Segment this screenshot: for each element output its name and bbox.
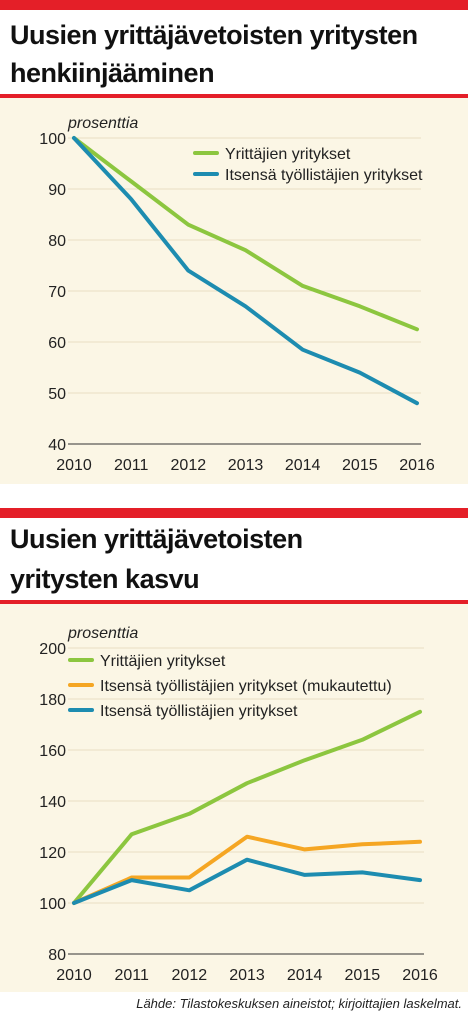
chart2-x-tick-label: 2010 bbox=[56, 967, 92, 984]
chart2-series-line-1 bbox=[72, 709, 422, 905]
chart1-title-rule bbox=[0, 94, 468, 98]
top-accent-bar-2 bbox=[0, 508, 468, 518]
chart2-x-tick-label: 2014 bbox=[287, 967, 323, 984]
chart1-y-tick-label: 80 bbox=[48, 233, 66, 250]
chart2-legend-label-2: Itsensä työllistäjien yritykset (mukaute… bbox=[100, 678, 392, 695]
chart2-title-line1: Uusien yrittäjävetoisten bbox=[10, 524, 303, 554]
chart1-x-tick-label: 2011 bbox=[114, 457, 149, 474]
chart2-y-tick-label: 140 bbox=[39, 794, 66, 811]
chart2-x-tick-label: 2012 bbox=[172, 967, 208, 984]
chart2-unit-label: prosenttia bbox=[67, 625, 138, 642]
chart2-x-tick-label: 2011 bbox=[114, 967, 149, 984]
chart1-header: Uusien yrittäjävetoisten yritysten henki… bbox=[0, 10, 468, 92]
chart1-y-tick-label: 50 bbox=[48, 386, 66, 403]
chart2-series-line-3 bbox=[72, 857, 422, 905]
chart1-title-line1: Uusien yrittäjävetoisten yritysten bbox=[10, 20, 418, 50]
chart2-y-tick-label: 80 bbox=[48, 947, 66, 964]
top-accent-bar-1 bbox=[0, 0, 468, 10]
chart2-header: Uusien yrittäjävetoisten yritysten kasvu bbox=[0, 518, 468, 600]
chart2-y-tick-label: 200 bbox=[39, 641, 66, 658]
chart2-x-tick-label: 2015 bbox=[345, 967, 381, 984]
chart2-series-line-2 bbox=[72, 834, 422, 905]
chart1-y-tick-label: 100 bbox=[39, 131, 66, 148]
chart1-x-tick-label: 2016 bbox=[399, 457, 435, 474]
chart2-y-tick-label: 100 bbox=[39, 896, 66, 913]
chart2-plot-area: 80 100 120 140 160 180 200 prosenttia 2010 2011 20… bbox=[0, 604, 468, 992]
chart1-y-tick-label: 90 bbox=[48, 182, 66, 199]
chart1-unit-label: prosenttia bbox=[67, 115, 138, 132]
chart1-y-tick-label: 60 bbox=[48, 335, 66, 352]
chart1-legend-label-2: Itsensä työllistäjien yritykset bbox=[225, 167, 423, 184]
chart1-series-line-1 bbox=[72, 136, 419, 332]
chart1-y-tick-label: 40 bbox=[48, 437, 66, 454]
chart1-x-tick-label: 2014 bbox=[285, 457, 321, 474]
chart1-x-tick-label: 2015 bbox=[342, 457, 378, 474]
source-note: Lähde: Tilastokeskuksen aineistot; kirjo… bbox=[136, 996, 462, 1011]
chart1-x-tick-label: 2013 bbox=[228, 457, 264, 474]
chart1-series-line-2 bbox=[72, 136, 419, 406]
chart2-y-tick-label: 120 bbox=[39, 845, 66, 862]
chart2-x-tick-label: 2016 bbox=[402, 967, 438, 984]
chart1-legend-label-1: Yrittäjien yritykset bbox=[225, 146, 351, 163]
chart2-legend-label-1: Yrittäjien yritykset bbox=[100, 653, 226, 670]
chart1-x-tick-label: 2012 bbox=[171, 457, 207, 474]
chart1-x-tick-label: 2010 bbox=[56, 457, 92, 474]
chart2-y-tick-label: 160 bbox=[39, 743, 66, 760]
chart2-y-tick-label: 180 bbox=[39, 692, 66, 709]
chart2-title-line2: yritysten kasvu bbox=[10, 564, 200, 594]
chart1-plot-area: 40 50 60 70 80 90 100 prosenttia 2010 2011 2012 201… bbox=[0, 98, 468, 484]
chart1-y-tick-label: 70 bbox=[48, 284, 66, 301]
chart2-legend-label-3: Itsensä työllistäjien yritykset bbox=[100, 703, 298, 720]
chart1-title-line2: henkiinjääminen bbox=[10, 58, 215, 88]
chart2-title-rule bbox=[0, 600, 468, 604]
chart2-x-tick-label: 2013 bbox=[229, 967, 265, 984]
